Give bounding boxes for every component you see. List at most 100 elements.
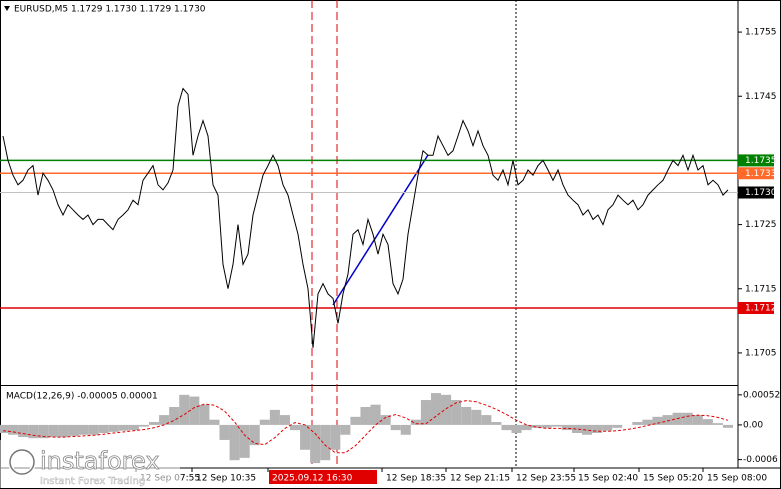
- histogram-bar: [68, 424, 79, 436]
- histogram-bar: [722, 424, 734, 428]
- histogram-bar: [138, 424, 150, 427]
- histogram-bar: [702, 419, 713, 425]
- histogram-bar: [8, 424, 19, 435]
- histogram-bar: [340, 424, 351, 435]
- y-tick-label: 1.1725: [745, 220, 777, 230]
- histogram-bar: [491, 422, 502, 425]
- price-label: 1.1712: [745, 304, 777, 314]
- histogram-bar: [471, 409, 482, 425]
- histogram-bar: [602, 424, 613, 431]
- histogram-bar: [662, 415, 673, 425]
- histogram-bar: [269, 409, 280, 425]
- histogram-bar: [28, 424, 39, 439]
- histogram-bar: [289, 424, 301, 431]
- x-tick-label: 2025.09.12 16:30: [272, 474, 353, 484]
- histogram-bar: [88, 424, 99, 435]
- price-label: 1.1735: [745, 156, 777, 166]
- y-tick-label: 1.1755: [745, 28, 777, 38]
- y-tick-label: 0.00: [743, 420, 763, 430]
- price-label-bg: [738, 167, 774, 180]
- histogram-bar: [330, 424, 341, 450]
- histogram-bar: [259, 419, 270, 425]
- histogram-bar: [128, 424, 139, 431]
- logo-icon: [9, 449, 35, 475]
- histogram-bar: [420, 400, 431, 425]
- histogram-bar: [390, 424, 401, 431]
- watermark: instaforex Instant Forex Trading: [0, 440, 180, 488]
- histogram-bar: [541, 424, 552, 428]
- histogram-bar: [380, 415, 391, 425]
- price-label: 1.1733: [745, 169, 777, 179]
- histogram-bar: [209, 419, 220, 425]
- x-tick-label: 15 Sep 05:20: [643, 474, 703, 484]
- histogram-bar: [430, 393, 442, 425]
- histogram-bar: [632, 422, 643, 425]
- histogram-bar: [481, 415, 492, 425]
- histogram-bar: [682, 412, 693, 425]
- histogram-bar: [159, 415, 170, 425]
- histogram-bar: [561, 424, 572, 431]
- histogram-bar: [108, 424, 119, 432]
- histogram-bar: [612, 424, 623, 428]
- histogram-bar: [350, 416, 361, 425]
- histogram-bar: [48, 424, 59, 438]
- histogram-bar: [551, 424, 562, 427]
- histogram-bar: [98, 424, 109, 434]
- y-tick-label: 1.1715: [745, 284, 777, 294]
- histogram-bar: [501, 424, 512, 431]
- macd-header: MACD(12,26,9) -0.00005 0.00001: [6, 392, 158, 402]
- histogram-bar: [712, 423, 723, 425]
- histogram-bar: [521, 424, 532, 431]
- price-label: 1.1730: [745, 188, 777, 198]
- histogram-bar: [360, 406, 371, 425]
- histogram-bar: [229, 424, 240, 461]
- chart-header: EURUSD,M5 1.1729 1.1730 1.1729 1.1730: [14, 5, 206, 15]
- x-tick-label: 12 Sep 18:35: [386, 474, 446, 484]
- menu-arrow[interactable]: [4, 6, 10, 11]
- histogram-bar: [370, 404, 381, 425]
- histogram-bar: [400, 424, 411, 435]
- histogram-bar: [179, 394, 190, 425]
- x-tick-label: 12 Sep 23:55: [516, 474, 576, 484]
- histogram-bar: [441, 394, 452, 425]
- histogram-bar: [118, 424, 129, 431]
- price-line: [2, 87, 729, 348]
- y-tick-label: 0.00052: [743, 390, 780, 400]
- histogram-bar: [461, 406, 472, 425]
- histogram-bar: [249, 424, 260, 446]
- histogram-bar: [581, 424, 593, 435]
- watermark-bg: [0, 440, 180, 488]
- time-label-highlight: [269, 470, 377, 484]
- histogram-bar: [310, 424, 321, 464]
- histogram-bar: [38, 424, 49, 439]
- histogram-bar: [199, 404, 210, 425]
- histogram-bar: [169, 406, 180, 425]
- histogram-bar: [149, 422, 160, 425]
- histogram-bar: [279, 415, 290, 425]
- histogram-bar: [451, 400, 462, 425]
- signal-line: [2, 400, 729, 454]
- histogram-bar: [189, 396, 200, 425]
- x-tick-label: 15 Sep 02:40: [578, 474, 638, 484]
- histogram-bar: [300, 424, 311, 450]
- price-label-bg: [738, 154, 774, 167]
- price-label-bg: [738, 186, 774, 199]
- histogram-bar: [58, 424, 69, 438]
- histogram-bar: [592, 424, 603, 434]
- histogram-bar: [18, 424, 29, 438]
- trendline: [332, 154, 429, 306]
- histogram-bar: [410, 419, 421, 425]
- x-tick-label: 15 Sep 08:00: [707, 474, 767, 484]
- histogram-bar: [652, 416, 663, 425]
- histogram-bar: [531, 424, 542, 428]
- y-tick-label: 1.1705: [745, 348, 777, 358]
- price-label-bg: [738, 302, 774, 314]
- y-tick-label: 1.1745: [745, 92, 777, 102]
- histogram-bar: [239, 424, 250, 458]
- histogram-bar: [571, 424, 582, 434]
- histogram-bar: [511, 424, 522, 434]
- brand: instaforex: [40, 447, 160, 475]
- x-tick-label: 12 Sep 10:35: [196, 474, 256, 484]
